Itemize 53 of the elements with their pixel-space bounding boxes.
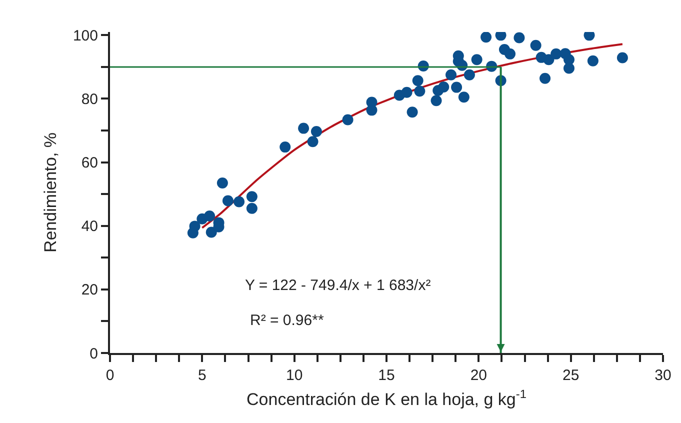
line-series xyxy=(201,43,624,229)
point xyxy=(246,191,258,202)
x-tick-label: 15 xyxy=(378,367,395,384)
point xyxy=(246,202,258,214)
x-axis-title: Concentración de K en la hoja, g kg$^{-1}$ xyxy=(246,386,527,409)
x-tick-label: 10 xyxy=(286,367,303,384)
point xyxy=(342,114,354,126)
x-tick-label: 20 xyxy=(470,367,488,384)
point xyxy=(550,48,562,60)
point xyxy=(543,54,554,66)
y-tick-label: 20 xyxy=(81,282,98,299)
point xyxy=(204,210,216,222)
point xyxy=(307,136,318,148)
annotation: Y = 122 - 749.4/x + 1 683/x² xyxy=(245,277,431,294)
y-axis-title: Rendimiento, % xyxy=(41,132,60,253)
point xyxy=(222,195,234,206)
x-tick-label: 0 xyxy=(106,367,114,384)
point xyxy=(530,40,542,51)
point xyxy=(438,81,450,92)
point xyxy=(616,52,628,64)
point xyxy=(480,32,492,43)
point xyxy=(234,196,245,208)
point xyxy=(216,177,228,188)
point xyxy=(412,75,424,86)
x-tick-label: 5 xyxy=(198,367,206,384)
point xyxy=(310,126,322,137)
y-tick-label: 60 xyxy=(81,154,98,172)
point xyxy=(504,48,516,60)
point xyxy=(458,92,470,103)
x-tick-label: 30 xyxy=(654,367,672,384)
point xyxy=(446,69,457,80)
annotation: R² = 0.96** xyxy=(250,312,324,329)
point xyxy=(540,72,551,84)
y-tick-label: 80 xyxy=(81,90,98,108)
point xyxy=(406,106,418,118)
point xyxy=(514,32,525,44)
y-tick-label: 100 xyxy=(72,27,98,44)
point xyxy=(563,62,574,74)
point xyxy=(206,226,217,238)
point xyxy=(366,104,378,116)
point xyxy=(464,69,475,80)
point xyxy=(414,86,426,97)
x-tick-label: 25 xyxy=(562,367,580,384)
point xyxy=(471,54,482,66)
point xyxy=(430,95,442,106)
point xyxy=(280,142,291,153)
point xyxy=(451,82,462,93)
point xyxy=(401,86,412,98)
y-tick-label: 40 xyxy=(81,218,98,236)
point xyxy=(189,220,200,232)
point xyxy=(298,122,310,134)
point xyxy=(587,55,598,66)
y-tick-label: 0 xyxy=(90,345,98,362)
